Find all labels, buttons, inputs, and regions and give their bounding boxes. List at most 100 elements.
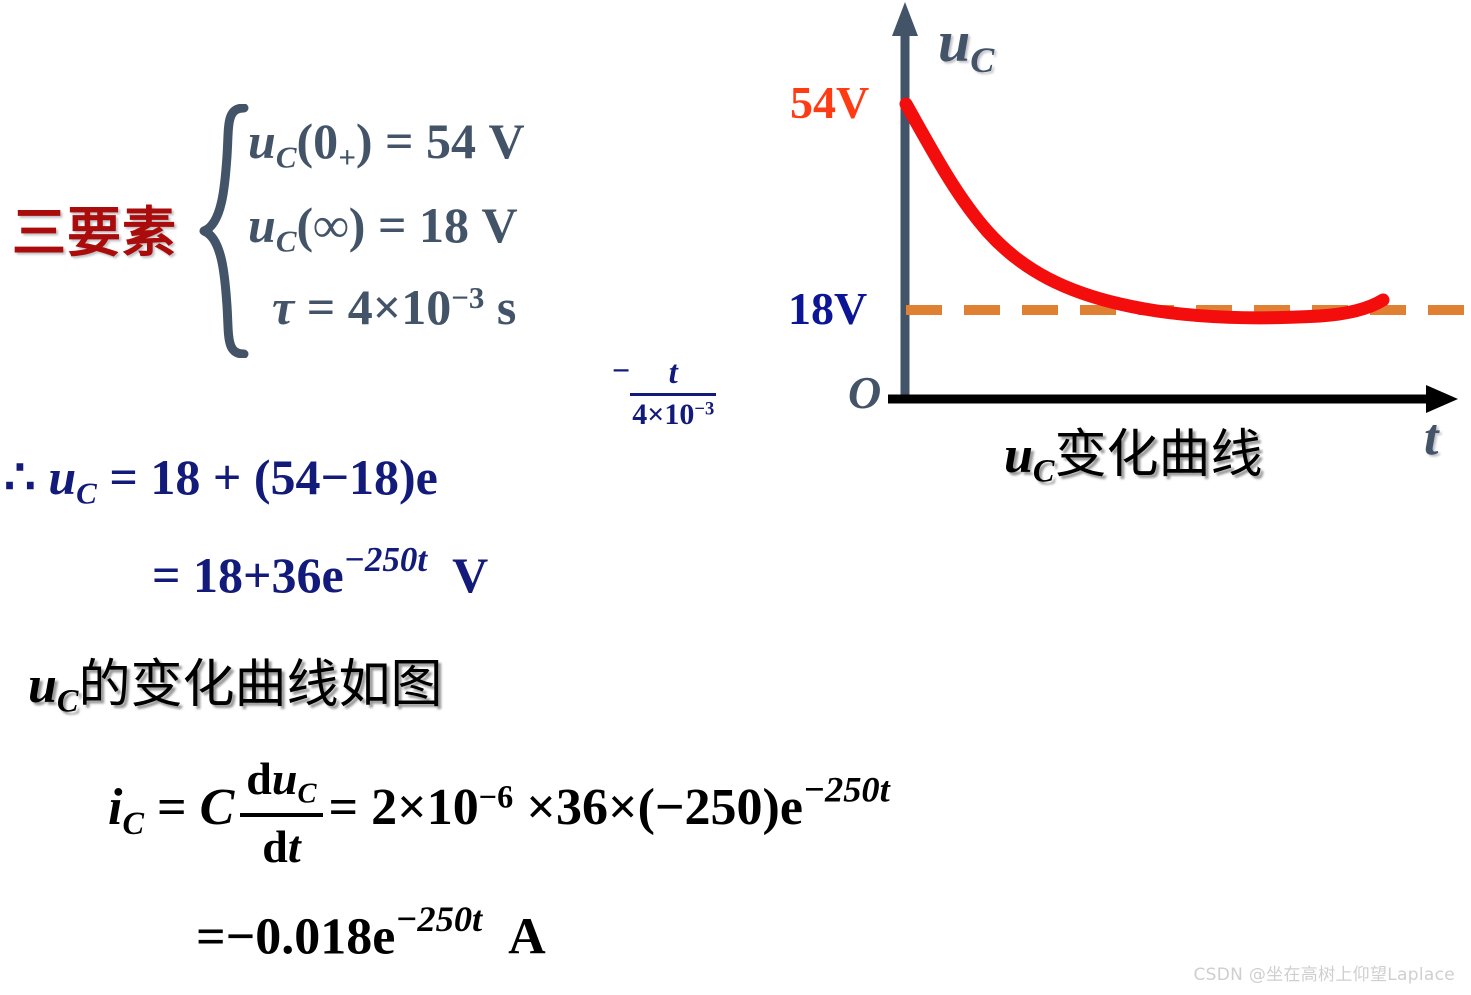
result-paren-open: (: [253, 449, 271, 505]
result-plus: +: [212, 449, 242, 505]
y-axis-label-sub: C: [970, 39, 995, 80]
eq1-value: 54: [425, 113, 476, 169]
ic-paren-open: (: [637, 779, 655, 837]
result2-equals: =: [152, 547, 181, 603]
ic-e: e: [779, 779, 803, 837]
exponent-minus-sign: −: [612, 352, 631, 388]
result-minus: −: [320, 449, 349, 505]
exponent-denominator: 4×10−3: [630, 392, 717, 432]
exponent-numerator: t: [668, 354, 678, 391]
eq1-arg-close: ): [355, 113, 373, 169]
eq2-unit: V: [481, 197, 518, 253]
eq1-arg-open: (0: [296, 113, 339, 169]
uc-curve-caption-line: uC的变化曲线如图: [28, 642, 442, 720]
fraction-denominator: dt: [240, 812, 323, 873]
result-e: e: [415, 449, 438, 505]
curly-brace: [196, 103, 256, 359]
eq1-equals: =: [384, 113, 414, 169]
exponent-fraction-body: t 4×10−3: [630, 354, 717, 432]
eq1-var-sub: C: [275, 139, 297, 175]
x-axis: [888, 385, 1458, 413]
x-axis-label-t: t: [1424, 409, 1439, 466]
eq3-exponent: −3: [451, 279, 485, 315]
equation-tau: τ = 4×10−3 s: [272, 278, 516, 336]
ic-minus: −: [654, 779, 685, 837]
ic-factor1: 2: [371, 779, 398, 837]
eq2-equals: =: [377, 197, 407, 253]
ic-times3: ×: [607, 779, 638, 837]
result-b: 18: [348, 449, 399, 505]
ic-exponent-e: −250t: [802, 769, 890, 810]
ic-factor3: 250: [684, 779, 763, 837]
equation-uc-infinity: uC(∞) = 18 V: [248, 196, 518, 259]
result-steady: 18: [150, 449, 201, 505]
y-axis: [892, 2, 918, 400]
result2-plus: +: [243, 547, 272, 603]
exp-den-base: 10: [664, 397, 695, 431]
result-var: u: [48, 449, 77, 505]
current-equation-line1: iC = C duC dt = 2×10−6 ×36×(−250)e−250t: [108, 752, 890, 873]
result2-steady: 18: [193, 547, 243, 603]
capline-text: 的变化曲线如图: [78, 655, 443, 715]
result2-unit: V: [452, 547, 489, 603]
result-equation-line2: = 18+36e−250t V: [152, 540, 488, 604]
exp-den-times: ×: [647, 397, 665, 431]
ic-capacitance: C: [199, 779, 235, 837]
result-paren-close: ): [398, 449, 416, 505]
exponent-fraction: − t 4×10−3: [612, 352, 717, 432]
result2-exponent: −250t: [343, 540, 428, 579]
capline-var-sub: C: [56, 682, 79, 719]
chart-caption: uC变化曲线: [1004, 412, 1262, 490]
ic-base1: 10: [426, 779, 479, 837]
frac-den-var: t: [287, 820, 301, 872]
ic-times1: ×: [397, 779, 427, 837]
ic2-value: 0.018: [255, 908, 373, 966]
eq1-var: u: [248, 113, 276, 169]
result-equation-line1: ∴ uC = 18 + (54−18)e: [4, 448, 438, 511]
eq2-var: u: [248, 197, 276, 253]
ic2-minus: −: [225, 908, 256, 966]
chart-label-18v: 18V: [788, 283, 868, 334]
uc-decay-chart: [780, 0, 1471, 490]
exp-den-exponent: −3: [694, 397, 715, 419]
result-equals: =: [109, 449, 138, 505]
current-equation-line2: =−0.018e−250t A: [196, 898, 546, 967]
frac-num-var: u: [271, 753, 298, 804]
eq3-unit: s: [496, 279, 517, 335]
frac-den-d: d: [262, 820, 288, 872]
result-a: 54: [270, 449, 321, 505]
frac-num-d: d: [246, 753, 272, 804]
chart-caption-var-sub: C: [1032, 452, 1055, 489]
csdn-watermark: CSDN @坐在高树上仰望Laplace: [1193, 965, 1455, 985]
ic-equals-1: =: [156, 779, 187, 837]
ic-paren-close: ): [762, 779, 780, 837]
chart-caption-text: 变化曲线: [1054, 425, 1263, 485]
eq2-arg: (∞): [296, 197, 366, 253]
y-axis-label-var: u: [938, 9, 971, 74]
eq3-base: 10: [401, 279, 452, 335]
uc-decay-curve: [899, 97, 1390, 325]
eq2-var-sub: C: [275, 223, 297, 259]
eq3-mantissa: 4: [347, 279, 373, 335]
eq2-value: 18: [418, 197, 469, 253]
exp-den-mantissa: 4: [632, 397, 648, 431]
eq3-equals: =: [306, 279, 336, 335]
chart-label-54v: 54V: [790, 77, 870, 128]
ic-equals-2: =: [328, 779, 359, 837]
ic-var-sub: C: [122, 804, 144, 841]
chart-caption-var: u: [1004, 427, 1033, 484]
frac-num-sub: C: [297, 778, 317, 810]
ic2-e: e: [372, 908, 396, 966]
result-var-sub: C: [76, 475, 97, 511]
duc-dt-fraction: duC dt: [240, 752, 323, 873]
three-elements-title: 三要素: [12, 201, 177, 264]
fraction-numerator: duC: [240, 752, 322, 813]
eq1-arg-sub: +: [338, 139, 356, 175]
ic2-equals: =: [196, 908, 226, 966]
ic2-exponent: −250t: [395, 899, 483, 939]
equation-uc-0plus: uC(0+) = 54 V: [248, 112, 525, 175]
result2-amplitude: 36: [271, 547, 322, 603]
ic-times2: ×: [526, 779, 556, 837]
chart-origin-label: O: [848, 367, 882, 418]
